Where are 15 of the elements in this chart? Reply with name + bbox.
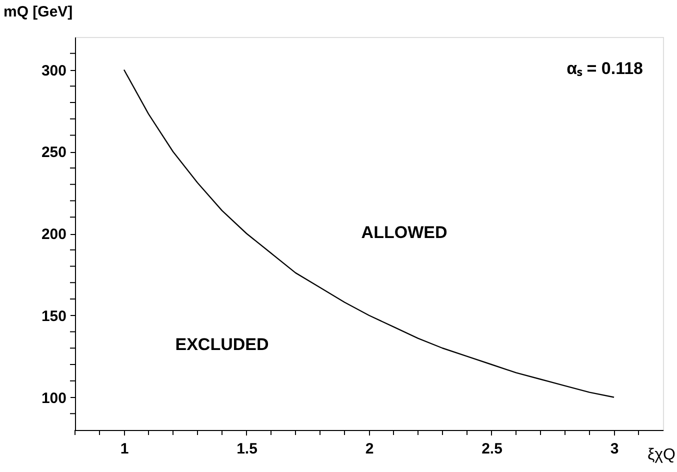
annotation: EXCLUDED <box>175 335 269 354</box>
annotation: ALLOWED <box>361 223 448 242</box>
y-tick-label: 300 <box>41 62 66 80</box>
annotation: αₛ = 0.118 <box>566 59 643 78</box>
y-tick-label: 250 <box>41 144 66 162</box>
y-tick-label: 200 <box>41 226 66 243</box>
x-tick-label: 3 <box>610 440 619 458</box>
x-tick-label: 2 <box>365 440 374 458</box>
x-tick-label: 1 <box>120 440 129 458</box>
x-axis-title: ξχQ <box>647 446 676 464</box>
y-axis-title: mQ [GeV] <box>4 4 73 20</box>
y-tick-label: 100 <box>41 390 66 407</box>
y-tick-label: 150 <box>41 308 66 325</box>
x-tick-label: 1.5 <box>236 440 258 458</box>
x-tick-label: 2.5 <box>482 440 502 458</box>
